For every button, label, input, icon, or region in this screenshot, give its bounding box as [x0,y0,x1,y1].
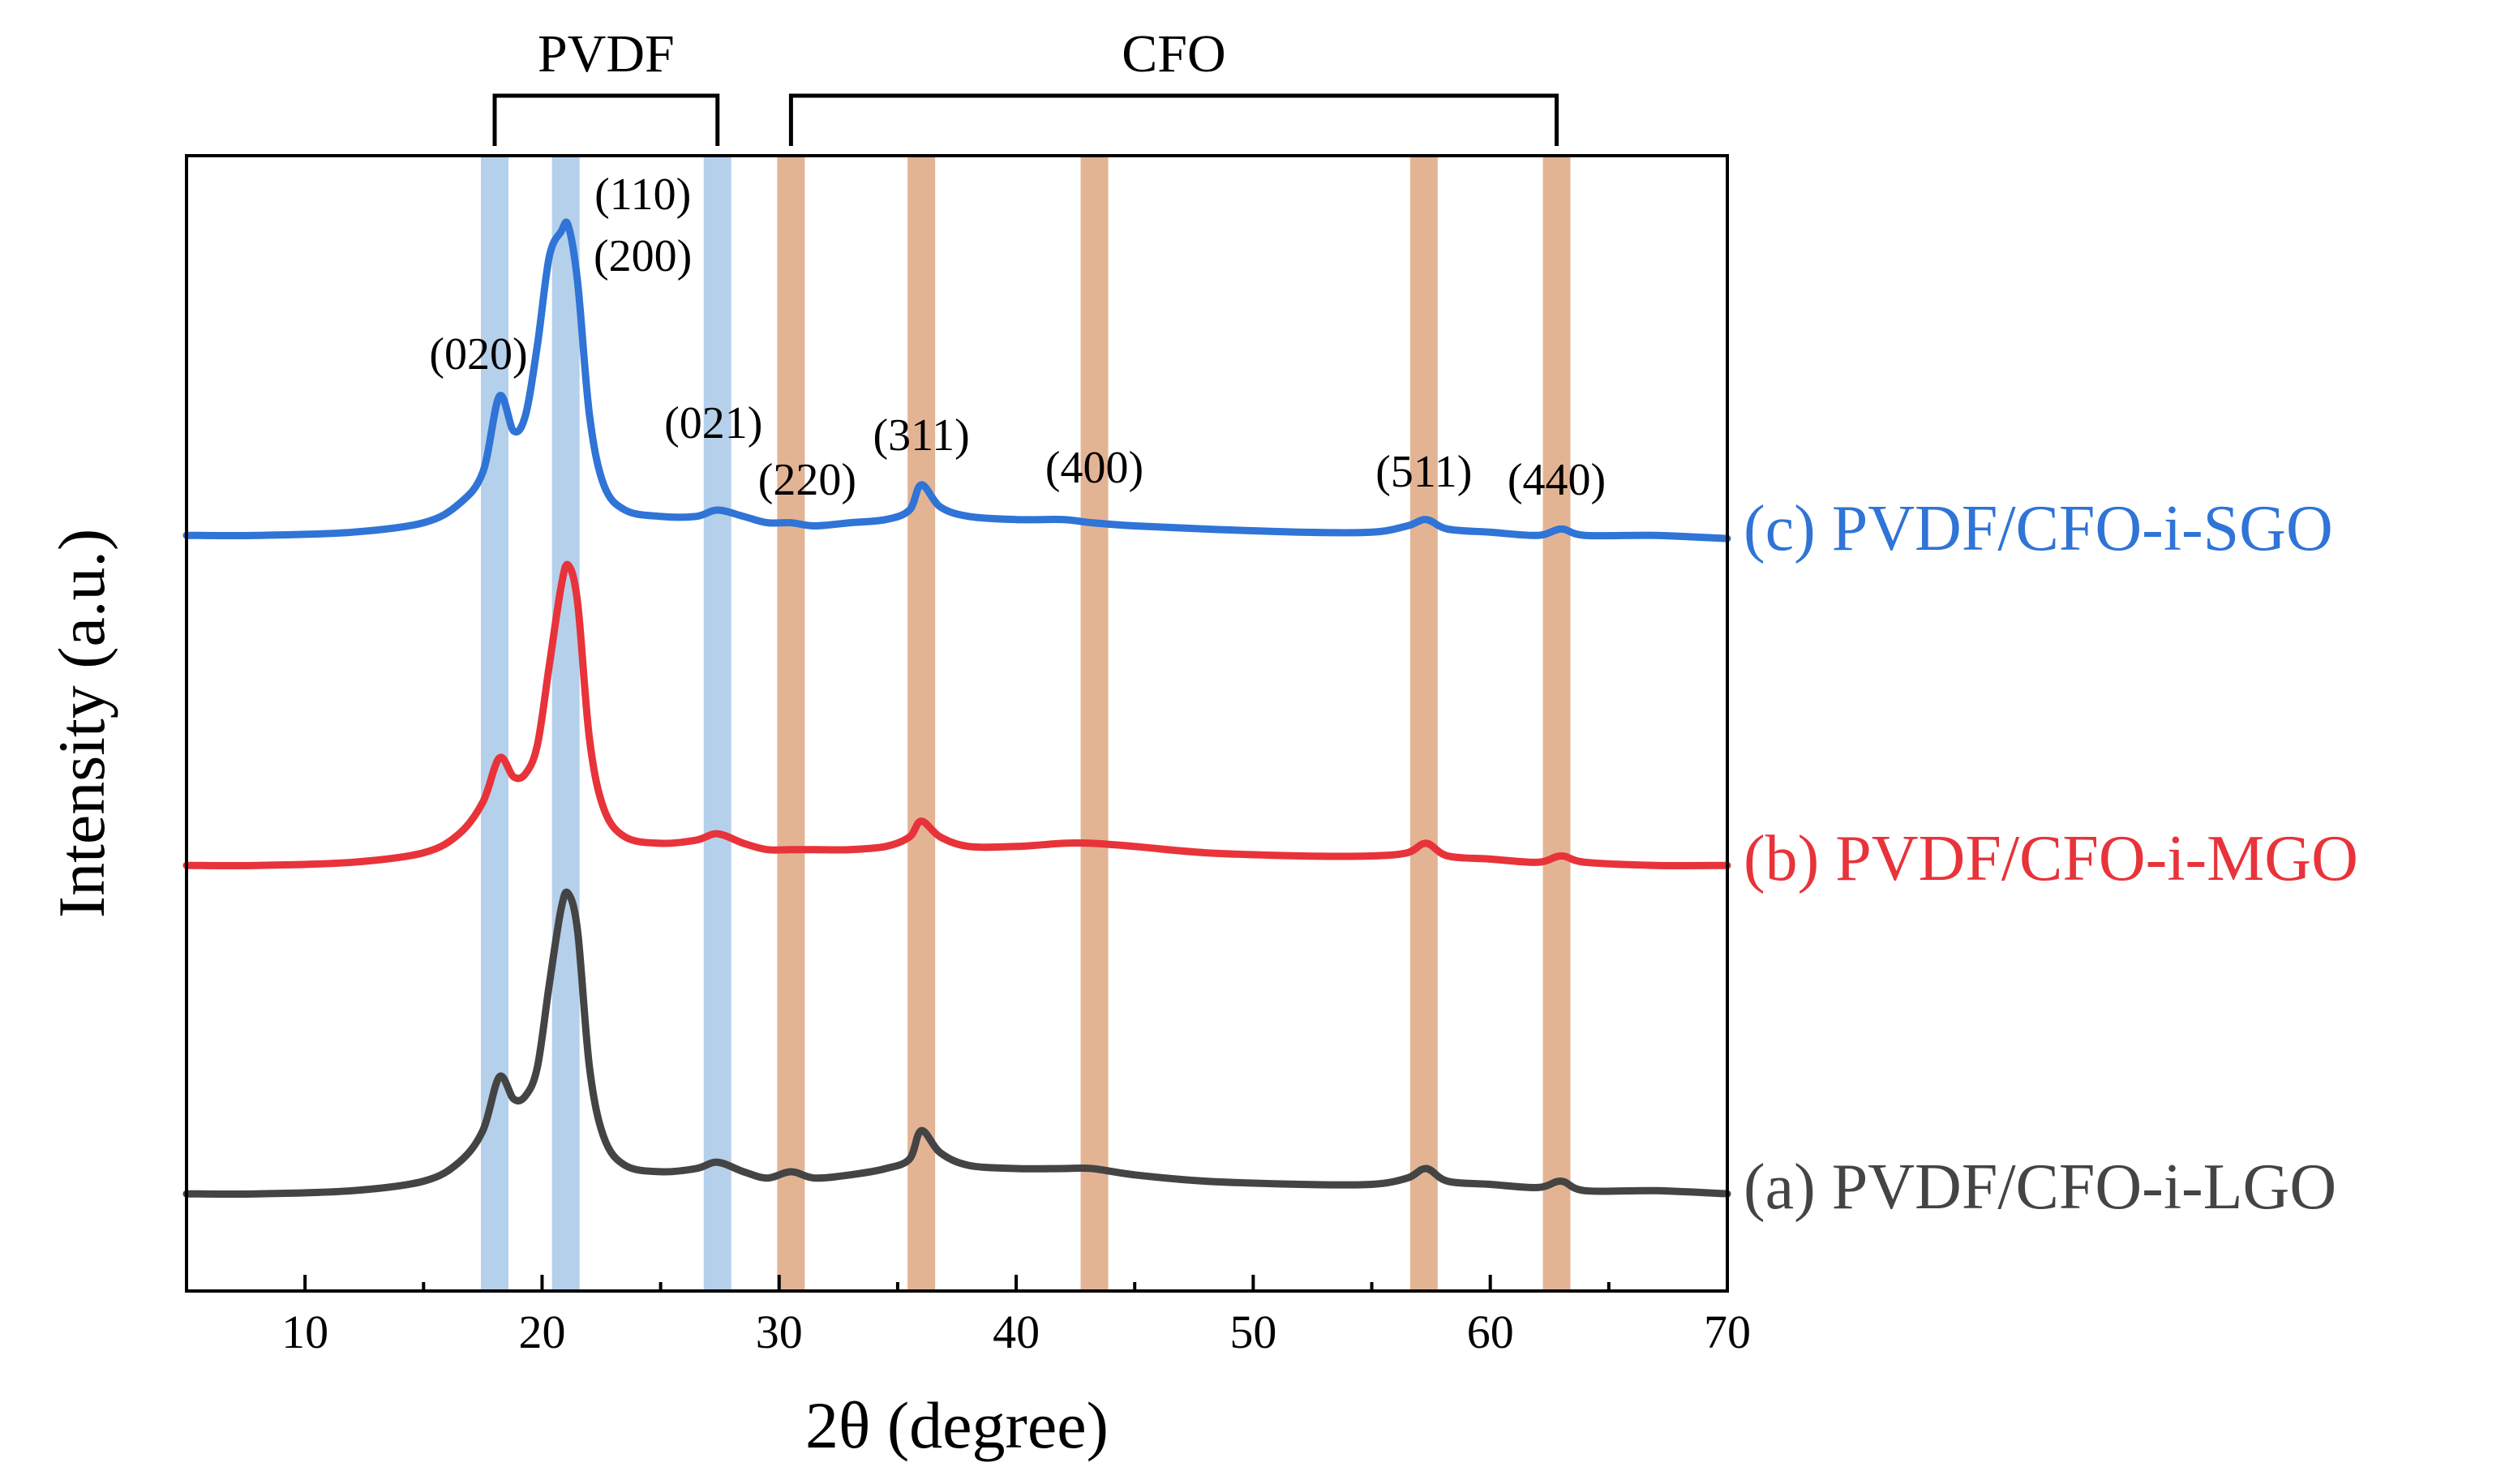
x-tick-label-40: 40 [993,1306,1040,1358]
x-tick-label-60: 60 [1467,1306,1514,1358]
peak-label-4: (311) [873,410,970,461]
peak-label-line: (311) [873,410,970,461]
band-pvdf-1 [551,156,580,1291]
diffraction-bands [481,156,1571,1291]
peak-label-line: (020) [429,329,527,380]
peak-label-line: (220) [758,455,856,505]
y-axis-title: Intensity (a.u.) [45,529,118,918]
x-tick-label-20: 20 [518,1306,565,1358]
x-ticks: 10 20 30 40 50 60 70 [185,1275,1751,1358]
peak-label-7: (440) [1508,455,1606,505]
peak-label-0: (020) [429,329,527,380]
peak-label-3: (220) [758,455,856,505]
series-line-2 [182,218,1731,543]
series-line-1 [182,560,1731,870]
peak-label-2: (021) [664,398,762,448]
phase-brackets: PVDF CFO [492,24,1559,146]
series-label-0: (a) PVDF/CFO-i-LGO [1744,1152,2336,1223]
x-tick-label-50: 50 [1229,1306,1276,1358]
x-tick-label-10: 10 [281,1306,328,1358]
series-labels: (a) PVDF/CFO-i-LGO (b) PVDF/CFO-i-MGO (c) … [1744,493,2358,1223]
peak-label-line: (511) [1375,447,1472,497]
group-label-pvdf: PVDF [538,24,675,84]
series-line-0 [182,888,1731,1199]
peak-label-line: (440) [1508,455,1606,505]
plot-frame [185,154,1729,1293]
peak-label-6: (511) [1375,447,1472,497]
peak-label-1: (110) (200) [594,169,692,281]
band-cfo-3 [777,156,805,1291]
peak-label-line: (110) [594,169,691,220]
bracket-cfo [788,93,1559,146]
x-axis-title: 2θ (degree) [805,1388,1109,1462]
peak-label-line: (200) [594,231,692,281]
peak-labels: (020) (110) (200) (021) (220) (311) (400) (511)… [429,169,1606,505]
band-cfo-6 [1409,156,1438,1291]
band-cfo-7 [1542,156,1571,1291]
x-tick-label-70: 70 [1704,1306,1751,1358]
peak-label-line: (021) [664,398,762,448]
peak-label-5: (400) [1045,443,1143,493]
x-tick-label-30: 30 [756,1306,803,1358]
group-label-cfo: CFO [1122,24,1225,84]
series-label-2: (c) PVDF/CFO-i-SGO [1744,493,2333,564]
peak-label-line: (400) [1045,443,1143,493]
band-pvdf-2 [703,156,731,1291]
series-lines [182,218,1731,1199]
band-cfo-5 [1080,156,1109,1291]
bracket-pvdf [492,93,720,146]
band-cfo-4 [907,156,936,1291]
series-label-1: (b) PVDF/CFO-i-MGO [1744,823,2358,894]
